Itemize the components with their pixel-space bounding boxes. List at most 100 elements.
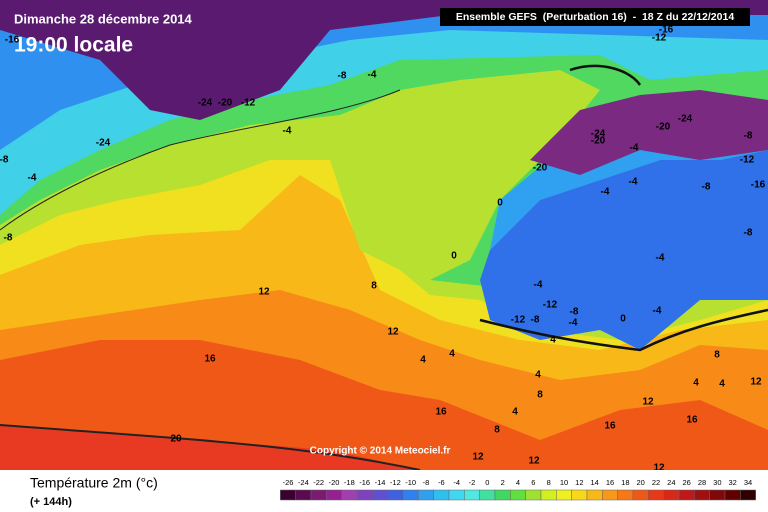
colorbar-cell [418, 489, 434, 501]
colorbar-cell [571, 489, 588, 501]
colorbar-cell [464, 489, 480, 501]
contour-label: 4 [420, 355, 426, 366]
contour-label: -20 [656, 122, 671, 133]
contour-label: -4 [656, 253, 665, 264]
colorbar-cell [525, 489, 542, 501]
colorbar-cell [372, 489, 388, 501]
colorbar-tick-label: 28 [698, 478, 706, 487]
contour-label: 12 [472, 452, 484, 463]
contour-label: 8 [714, 350, 720, 361]
contour-label: -8 [4, 233, 13, 244]
colorbar-tick-label: 34 [744, 478, 752, 487]
colorbar-cell [310, 489, 327, 501]
contour-label: -24 [198, 98, 213, 109]
colorbar-tick-label: 4 [516, 478, 520, 487]
colorbar-tick-label: -18 [344, 478, 355, 487]
contour-label: -4 [630, 143, 639, 154]
contour-label: -12 [740, 155, 755, 166]
contour-label: -20 [591, 136, 606, 147]
colorbar-cell [740, 489, 756, 501]
contour-label: -16 [751, 180, 766, 191]
colorbar-cell [433, 489, 450, 501]
contour-label: -12 [241, 98, 256, 109]
contour-label: -4 [569, 318, 578, 329]
colorbar-tick-label: -22 [313, 478, 324, 487]
colorbar-tick-label: -6 [438, 478, 445, 487]
colorbar-cell [295, 489, 312, 501]
europe-cold [480, 150, 768, 350]
contour-label: -8 [570, 307, 579, 318]
contour-label: -4 [368, 70, 377, 81]
colorbar-tick-label: -24 [298, 478, 309, 487]
time: 19:00 locale [14, 34, 133, 57]
contour-label: 0 [451, 251, 457, 262]
contour-label: -8 [744, 131, 753, 142]
copyright: Copyright © 2014 Meteociel.fr [310, 446, 451, 457]
contour-label: -8 [0, 155, 9, 166]
contour-label: 4 [512, 407, 518, 418]
lead-time: (+ 144h) [30, 496, 72, 508]
colorbar-tick-label: 8 [547, 478, 551, 487]
colorbar-tick-label: 10 [560, 478, 568, 487]
date: Dimanche 28 décembre 2014 [14, 11, 193, 26]
contour-label: -4 [601, 187, 610, 198]
contour-label: 16 [686, 415, 698, 426]
colorbar-cell [678, 489, 695, 501]
colorbar-tick-label: 24 [667, 478, 675, 487]
contour-label: -4 [28, 173, 37, 184]
colorbar-cell [387, 489, 404, 501]
colorbar-tick-label: 30 [713, 478, 721, 487]
contour-label: -4 [653, 306, 662, 317]
colorbar-cell [540, 489, 557, 501]
contour-label: 12 [258, 287, 270, 298]
colorbar-cell [724, 489, 741, 501]
contour-label: 4 [550, 335, 556, 346]
colorbar-cell [632, 489, 649, 501]
contour-label: -24 [678, 114, 693, 125]
contour-label: -20 [533, 163, 548, 174]
colorbar-tick-label: -20 [329, 478, 340, 487]
colorbar: -26 -24 -22 -20 -18 -16 -14 -12 -10 -8 -6 -4 -2 0 2 4 6 8… [280, 478, 756, 501]
contour-label: -16 [659, 25, 674, 36]
contour-label: 12 [653, 463, 665, 474]
colorbar-cell [617, 489, 634, 501]
contour-label: -16 [5, 35, 20, 46]
contour-label: 16 [604, 421, 616, 432]
contour-labels: -16 -12-16-8 -4-24 -20 -12-24-8-4-4-24-20-24… [0, 25, 766, 474]
contour-label: -24 [96, 138, 111, 149]
contour-label: 16 [435, 407, 447, 418]
colorbar-tick-label: 2 [501, 478, 505, 487]
contour-label: -12 [652, 33, 667, 44]
contour-label: -4 [534, 280, 543, 291]
contour-label: -12 [543, 300, 558, 311]
colorbar-cell [402, 489, 419, 501]
contour-label: 12 [642, 397, 654, 408]
colorbar-tick-label: -8 [423, 478, 430, 487]
contour-label: 12 [387, 327, 399, 338]
colorbar-tick-label: 6 [531, 478, 535, 487]
contour-label: -4 [629, 177, 638, 188]
colorbar-cell [326, 489, 342, 501]
isotherm-zero [479, 64, 768, 352]
colorbar-tick-label: 12 [575, 478, 583, 487]
colorbar-cell [341, 489, 358, 501]
colorbar-tick-label: 20 [636, 478, 644, 487]
colorbar-cell [280, 489, 296, 501]
colorbar-cell [494, 489, 511, 501]
colorbar-tick-label: 22 [652, 478, 660, 487]
isotherm [0, 424, 421, 471]
colorbar-tick-label: 18 [621, 478, 629, 487]
contour-label: -24 [591, 129, 606, 140]
isotherm [0, 89, 401, 231]
map: Ensemble GEFS (Perturbation 16) - 18 Z d… [0, 0, 768, 474]
contour-label: 0 [620, 314, 626, 325]
contour-label: 4 [693, 378, 699, 389]
contour-label: 4 [719, 379, 725, 390]
colorbar-tick-label: -2 [469, 478, 476, 487]
colorbar-cell [586, 489, 603, 501]
contour-label: -8 [531, 315, 540, 326]
colorbar-cell [479, 489, 496, 501]
contour-label: -8 [744, 228, 753, 239]
colorbar-tick-label: -26 [283, 478, 294, 487]
